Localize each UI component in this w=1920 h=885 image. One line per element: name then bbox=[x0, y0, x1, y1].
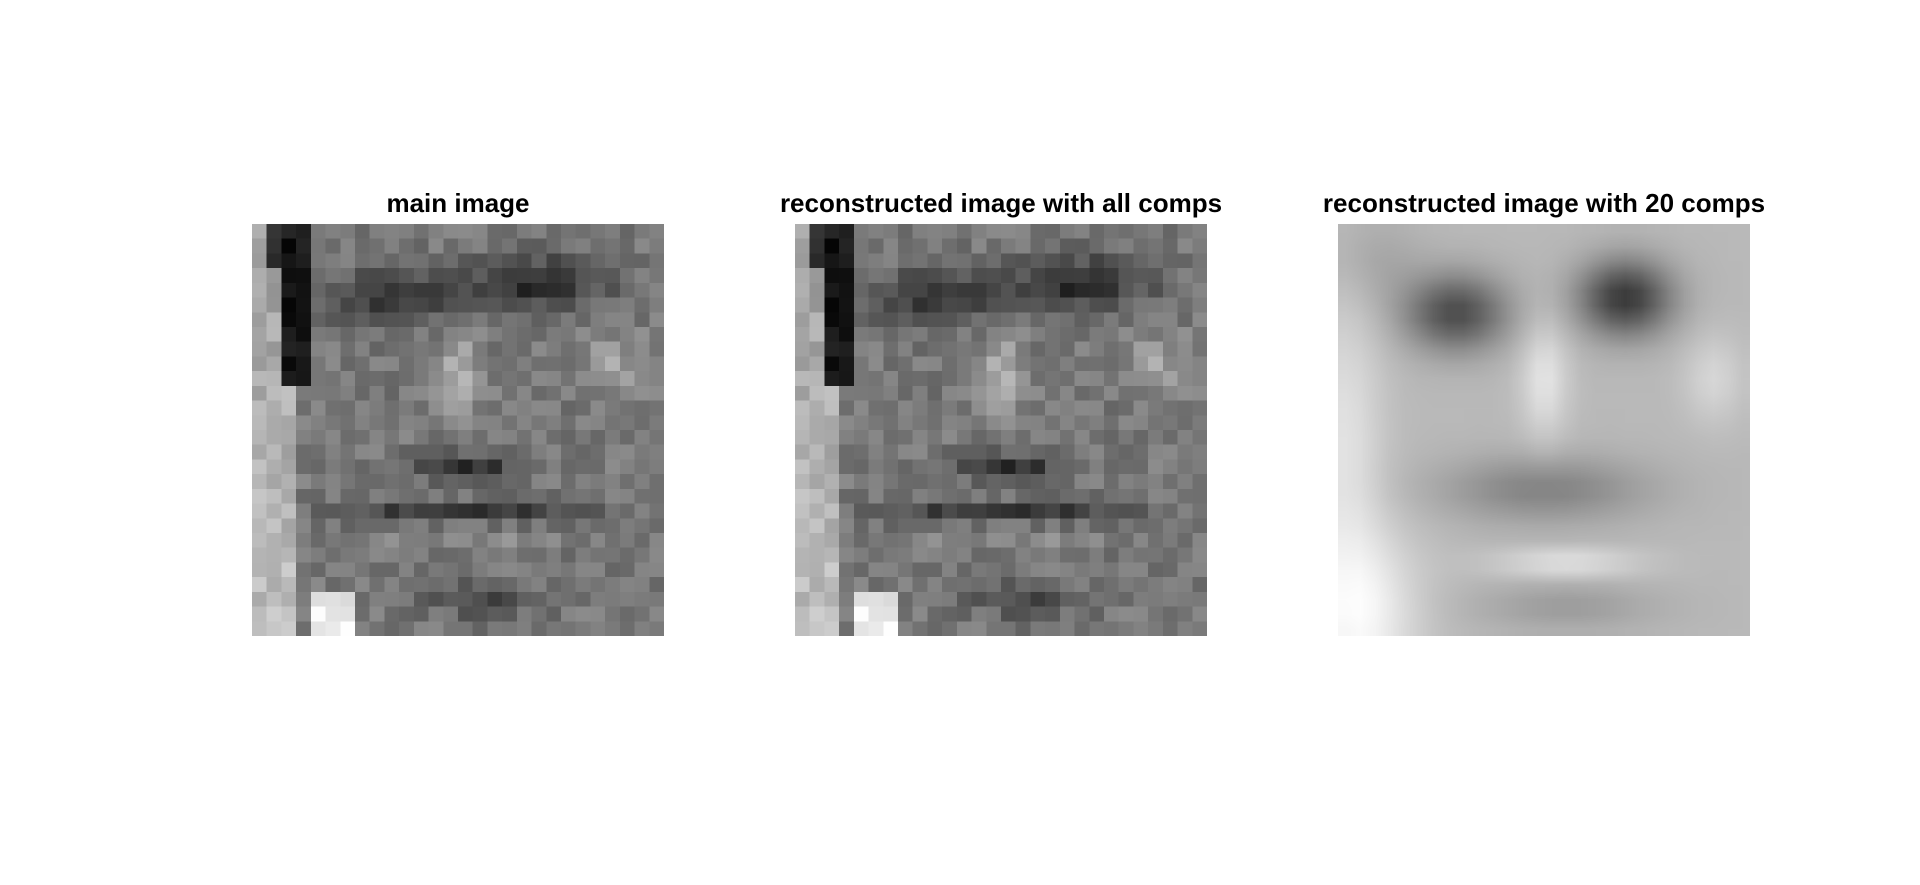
panel-title: reconstructed image with all comps bbox=[780, 188, 1222, 218]
panel-title: reconstructed image with 20 comps bbox=[1323, 188, 1765, 218]
face-image-original bbox=[252, 224, 664, 636]
panel-reconstructed-20: reconstructed image with 20 comps bbox=[1338, 188, 1750, 638]
panel-reconstructed-all: reconstructed image with all comps bbox=[795, 188, 1207, 638]
face-image-reconstructed-20 bbox=[1338, 224, 1750, 636]
panel-main-image: main image bbox=[252, 188, 664, 638]
panel-title: main image bbox=[386, 188, 529, 218]
face-image-reconstructed-all bbox=[795, 224, 1207, 636]
